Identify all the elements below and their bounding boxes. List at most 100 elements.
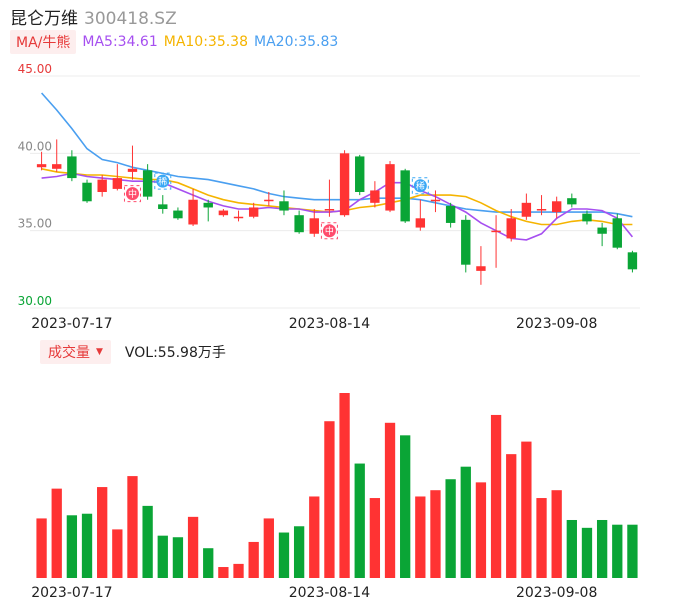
candle-body [400,170,410,222]
volume-bars [36,393,638,578]
volume-bar [627,524,638,578]
price-date-axis: 2023-07-17 2023-08-14 2023-09-08 [31,316,597,332]
date-tick-label: 2023-08-14 [289,585,370,601]
candle-body [536,209,547,211]
volume-bar [112,529,123,578]
candle-body [476,266,486,271]
candle-body [415,218,426,228]
volume-bar [187,516,199,578]
price-tick-label: 40.00 [18,139,52,153]
volume-bar [581,527,593,578]
candle-body [264,199,274,202]
volume-value: VOL:55.98万手 [124,345,226,361]
ma20-line [41,92,633,218]
volume-bar [172,537,184,578]
candle-body [294,215,304,233]
volume-bar [203,548,214,578]
volume-bar [339,393,350,578]
volume-bar [445,479,456,578]
marker-label: 中 [128,188,137,200]
candle-body [339,153,350,216]
volume-bar [309,496,320,578]
price-axis: 45.00 40.00 35.00 30.00 [18,62,52,308]
candle-body [491,230,501,233]
candle-body [158,204,168,210]
triangle-down-icon: ▼ [96,347,103,357]
volume-bar [536,498,547,578]
volume-bar [324,421,335,578]
marker-frame [154,172,172,190]
candle-body [248,207,259,217]
volume-bar [521,441,532,578]
price-grid [30,75,640,309]
volume-bar [384,422,396,578]
volume-bar [460,466,471,578]
candle-body [627,252,638,270]
volume-bar [218,567,229,578]
signal-markers: 中 稀中 稀 [123,172,429,240]
candle-body [67,156,77,179]
marker-frame [320,222,338,240]
candle-body [385,164,395,211]
volume-bar [369,498,381,578]
candle-body [551,201,562,213]
volume-bar [415,496,426,578]
marker-label: 稀 [158,176,167,188]
marker-badge [413,179,427,193]
volume-bar [596,519,608,578]
volume-bar [51,488,62,578]
candle-body [52,164,62,169]
candle-body [82,182,92,202]
marker-badge [322,224,336,238]
candle-body [430,199,441,202]
moving-average-lines [41,92,634,241]
volume-bar [293,526,305,578]
marker-label: 稀 [416,180,425,192]
ma5-line [41,172,634,241]
date-tick-label: 2023-08-14 [289,316,370,332]
volume-date-axis: 2023-07-17 2023-08-14 2023-09-08 [31,585,597,601]
candlesticks [36,139,638,285]
volume-bar [612,524,623,578]
candle-body [506,218,516,239]
candle-body [173,210,183,219]
marker-badge [125,187,139,201]
candle-body [188,199,198,225]
candle-body [233,216,244,219]
volume-toggle-button[interactable]: 成交量 ▼ [40,340,111,364]
price-tick-label: 45.00 [18,62,52,76]
candle-body [218,210,229,216]
candle-body [142,170,153,197]
volume-bar [278,532,290,578]
date-tick-label: 2023-07-17 [31,316,112,332]
volume-bar [97,487,108,578]
volume-bar [66,515,78,578]
volume-bar [81,513,93,578]
candle-body [597,227,607,234]
volume-bar [36,518,47,578]
candle-body [203,202,213,208]
volume-bar [157,535,168,578]
ma-toggle-button[interactable]: MA/牛熊 [10,30,77,54]
ma20-legend-item: MA20:35.83 [254,34,339,50]
volume-bar [354,463,365,578]
candle-body [97,179,107,192]
date-tick-label: 2023-09-08 [516,585,597,601]
candle-body [324,209,335,211]
volume-bar [142,505,153,578]
volume-bar [490,414,502,578]
candle-body [461,219,471,265]
candle-body [582,213,592,222]
candle-body [309,218,319,234]
date-tick-label: 2023-07-17 [31,585,112,601]
volume-bar [233,563,244,578]
volume-bar [430,490,441,578]
volume-bar [506,454,517,578]
price-tick-label: 30.00 [18,294,52,308]
candle-body [36,164,47,168]
volume-bar [127,476,138,578]
stock-header: 昆仑万维 300418.SZ [10,4,177,29]
candle-body [279,201,289,211]
marker-frame [411,177,429,195]
